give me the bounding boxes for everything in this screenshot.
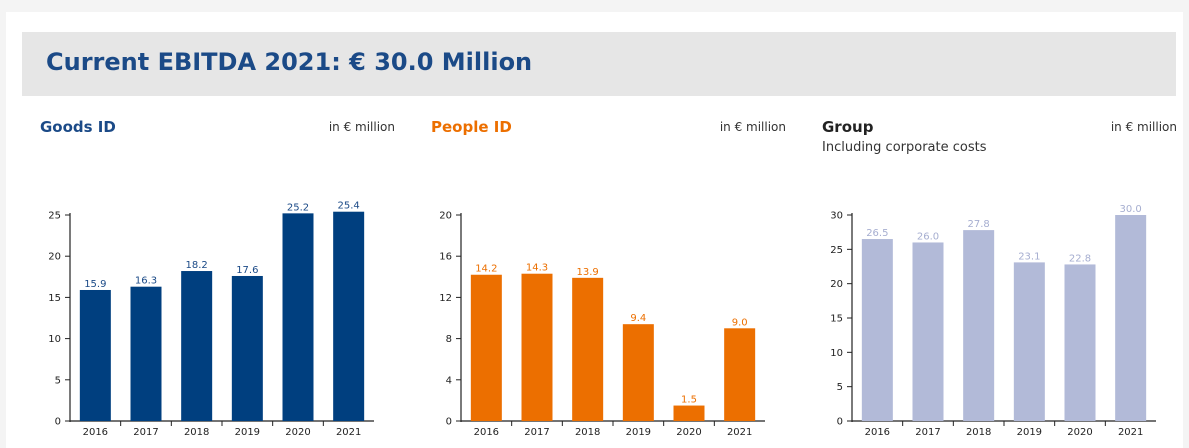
bar-2021 (1115, 215, 1147, 421)
y-tick-label: 20 (830, 279, 843, 290)
bar-2017 (130, 286, 162, 421)
x-tick-label: 2016 (83, 427, 108, 438)
bar-2018 (963, 230, 995, 421)
y-tick-label: 20 (48, 252, 61, 263)
x-tick-label: 2020 (1067, 427, 1092, 438)
bar-2019 (231, 275, 263, 421)
x-tick-label: 2019 (235, 427, 260, 438)
panel-title: Goods ID (40, 118, 116, 136)
chart-people-id: 0 4 8 12 16 20 14.2 2016 14.3 2017 13.9 2018 9.4 2019… (439, 211, 765, 438)
panel-subtitle: Including corporate costs (822, 140, 987, 155)
y-tick-label: 4 (446, 375, 452, 386)
chart-goods-id: 0 5 10 15 20 25 15.9 2016 16.3 2017 18.2 2018 17.6 20… (48, 201, 374, 438)
panel-group: Group Including corporate costs in € mil… (822, 112, 1177, 442)
panel-unit: in € million (719, 120, 786, 134)
x-tick-label: 2019 (1017, 427, 1042, 438)
data-label: 15.9 (84, 279, 106, 290)
data-label: 18.2 (186, 260, 208, 271)
y-tick-label: 20 (439, 211, 452, 222)
y-tick-label: 15 (830, 314, 843, 325)
x-tick-label: 2018 (966, 427, 991, 438)
bar-2020 (282, 213, 314, 421)
data-label: 9.4 (630, 313, 646, 324)
y-tick-label: 0 (446, 417, 452, 428)
bar-2021 (724, 328, 756, 421)
data-label: 26.5 (866, 228, 888, 239)
bar-2018 (572, 277, 604, 421)
panel-title: People ID (431, 118, 512, 136)
panel-unit: in € million (1110, 120, 1177, 134)
y-tick-label: 25 (48, 211, 61, 222)
y-tick-label: 15 (48, 293, 61, 304)
data-label: 14.2 (475, 264, 497, 275)
data-label: 27.8 (968, 219, 990, 230)
y-tick-label: 16 (439, 252, 452, 263)
data-label: 30.0 (1120, 204, 1142, 215)
bar-2019 (622, 324, 654, 421)
y-tick-label: 10 (48, 334, 61, 345)
data-label: 17.6 (236, 265, 258, 276)
x-tick-label: 2017 (133, 427, 158, 438)
y-tick-label: 0 (837, 417, 843, 428)
y-tick-label: 30 (830, 211, 843, 222)
bar-2020 (673, 405, 705, 421)
bar-2019 (1013, 262, 1045, 421)
y-tick-label: 25 (830, 245, 843, 256)
bar-2016 (861, 239, 893, 421)
x-tick-label: 2017 (915, 427, 940, 438)
x-tick-label: 2016 (865, 427, 890, 438)
y-tick-label: 8 (446, 334, 452, 345)
bar-2017 (912, 242, 944, 421)
ebitda-card: Current EBITDA 2021: € 30.0 Million Good… (6, 12, 1183, 448)
x-tick-label: 2020 (285, 427, 310, 438)
x-tick-label: 2021 (727, 427, 752, 438)
chart-group: 0 5 10 15 20 25 30 26.5 2016 26.0 2017 27.8 2018 23.1… (830, 204, 1156, 438)
title-banner: Current EBITDA 2021: € 30.0 Million (22, 32, 1176, 96)
x-tick-label: 2019 (626, 427, 651, 438)
data-label: 25.2 (287, 202, 309, 213)
bar-2016 (79, 289, 111, 421)
y-tick-label: 5 (837, 382, 843, 393)
bar-2017 (521, 273, 553, 421)
x-tick-label: 2018 (184, 427, 209, 438)
x-tick-label: 2018 (575, 427, 600, 438)
panel-title: Group (822, 118, 874, 136)
data-label: 14.3 (526, 263, 548, 274)
x-tick-label: 2017 (524, 427, 549, 438)
bar-2018 (181, 271, 213, 421)
panel-unit: in € million (328, 120, 395, 134)
data-label: 13.9 (577, 267, 599, 278)
data-label: 25.4 (338, 201, 360, 212)
bar-2020 (1064, 264, 1096, 421)
bar-2016 (470, 274, 502, 421)
y-tick-label: 12 (439, 293, 452, 304)
y-tick-label: 10 (830, 348, 843, 359)
data-label: 9.0 (732, 317, 748, 328)
y-tick-label: 5 (55, 375, 61, 386)
y-tick-label: 0 (55, 417, 61, 428)
x-tick-label: 2016 (474, 427, 499, 438)
panel-people-id: People ID in € million 0 4 8 12 16 20 14.2 2016… (431, 112, 786, 442)
data-label: 16.3 (135, 276, 157, 287)
panel-goods-id: Goods ID in € million 0 5 10 15 20 25 15.9 2016… (40, 112, 395, 442)
data-label: 26.0 (917, 231, 939, 242)
x-tick-label: 2020 (676, 427, 701, 438)
data-label: 22.8 (1069, 253, 1091, 264)
bar-2021 (333, 211, 365, 421)
data-label: 23.1 (1018, 251, 1040, 262)
data-label: 1.5 (681, 395, 697, 406)
page-title: Current EBITDA 2021: € 30.0 Million (46, 48, 533, 76)
x-tick-label: 2021 (1118, 427, 1143, 438)
x-tick-label: 2021 (336, 427, 361, 438)
